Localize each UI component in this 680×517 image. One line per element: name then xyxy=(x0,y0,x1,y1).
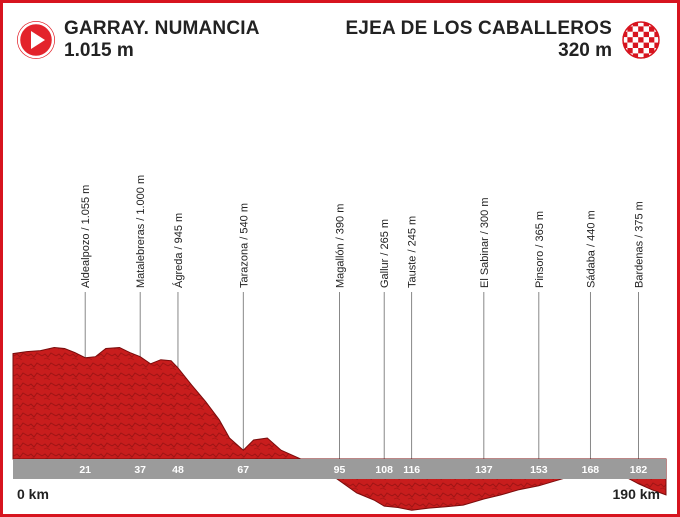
km-tick-label: 67 xyxy=(237,464,249,476)
waypoint-label: Tarazona / 540 m xyxy=(238,203,250,288)
waypoint-label: Sádaba / 440 m xyxy=(585,210,597,288)
waypoint-label: Pinsoro / 365 m xyxy=(534,211,546,288)
waypoint-label: El Sabinar / 300 m xyxy=(479,198,491,289)
km-tick-label: 153 xyxy=(530,464,548,476)
checkered-flag-icon xyxy=(622,21,660,59)
waypoint-label: Ágreda / 945 m xyxy=(172,213,185,288)
km-tick-label: 37 xyxy=(134,464,146,476)
km-tick-label: 137 xyxy=(475,464,493,476)
km-tick-label: 168 xyxy=(582,464,600,476)
finish-altitude: 320 m xyxy=(558,40,612,61)
km-axis-band xyxy=(13,459,666,479)
waypoint-label: Aldealpozo / 1.055 m xyxy=(80,185,92,288)
waypoint-label: Magallón / 390 m xyxy=(335,204,347,288)
start-location: GARRAY. NUMANCIA xyxy=(64,18,260,39)
km-tick-label: 116 xyxy=(403,464,420,476)
km-tick-label: 182 xyxy=(630,464,648,476)
waypoint-label: Gallur / 265 m xyxy=(379,219,391,288)
waypoint-label: Tauste / 245 m xyxy=(407,216,419,288)
finish-location: EJEA DE LOS CABALLEROS xyxy=(345,18,612,39)
start-altitude: 1.015 m xyxy=(64,40,134,61)
waypoint-label: Bardenas / 375 m xyxy=(634,201,646,288)
km-tick-label: 48 xyxy=(172,464,184,476)
km-end-label: 190 km xyxy=(612,486,660,502)
km-tick-label: 21 xyxy=(79,464,91,476)
km-tick-label: 108 xyxy=(375,464,393,476)
play-start-icon xyxy=(17,21,55,59)
waypoint-label: Matalebreras / 1.000 m xyxy=(135,175,147,288)
km-tick-label: 95 xyxy=(334,464,346,476)
km-start-label: 0 km xyxy=(17,486,49,502)
